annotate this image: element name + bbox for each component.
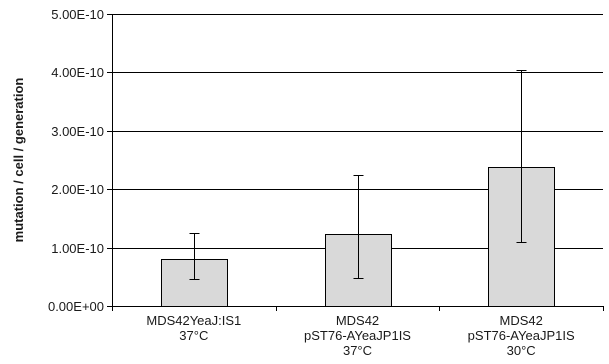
x-category-label: MDS42YeaJ:IS1 37°C <box>146 313 241 343</box>
x-category-label-line: MDS42 <box>499 313 542 328</box>
x-category-label-line: MDS42YeaJ:IS1 <box>146 313 241 328</box>
x-category-label-line: MDS42 <box>336 313 379 328</box>
y-tick-label: 5.00E-10 <box>51 7 104 22</box>
x-category-label: MDS42 pST76-AYeaJP1IS 37°C <box>304 313 411 358</box>
y-axis-title: mutation / cell / generation <box>11 78 26 243</box>
x-category-label-line: 37°C <box>343 343 372 358</box>
x-category-label-line: pST76-AYeaJP1IS <box>468 328 575 343</box>
x-category-label: MDS42 pST76-AYeaJP1IS 30°C <box>468 313 575 358</box>
y-tick-label: 1.00E-10 <box>51 241 104 256</box>
y-tick-label: 2.00E-10 <box>51 182 104 197</box>
x-category-label-line: 30°C <box>507 343 536 358</box>
y-tick-label: 3.00E-10 <box>51 124 104 139</box>
labels: 0.00E+00 1.00E-10 2.00E-10 3.00E-10 4.00E-10… <box>48 7 575 358</box>
axes <box>107 14 604 311</box>
x-category-label-line: pST76-AYeaJP1IS <box>304 328 411 343</box>
y-tick-label: 4.00E-10 <box>51 65 104 80</box>
x-category-label-line: 37°C <box>179 328 208 343</box>
error-bars <box>189 70 527 280</box>
y-tick-label: 0.00E+00 <box>48 299 104 314</box>
